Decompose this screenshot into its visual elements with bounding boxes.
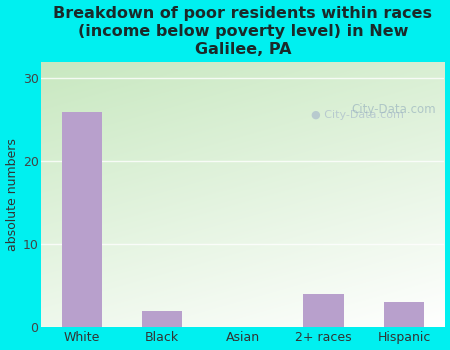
Title: Breakdown of poor residents within races
(income below poverty level) in New
Gal: Breakdown of poor residents within races… (54, 6, 432, 57)
Bar (62, 112, 102, 327)
Bar (142, 311, 182, 327)
Text: ● City-Data.com: ● City-Data.com (311, 110, 404, 120)
Y-axis label: absolute numbers: absolute numbers (5, 138, 18, 251)
Text: City-Data.com: City-Data.com (352, 103, 436, 116)
Bar (303, 294, 344, 327)
Bar (384, 302, 424, 327)
